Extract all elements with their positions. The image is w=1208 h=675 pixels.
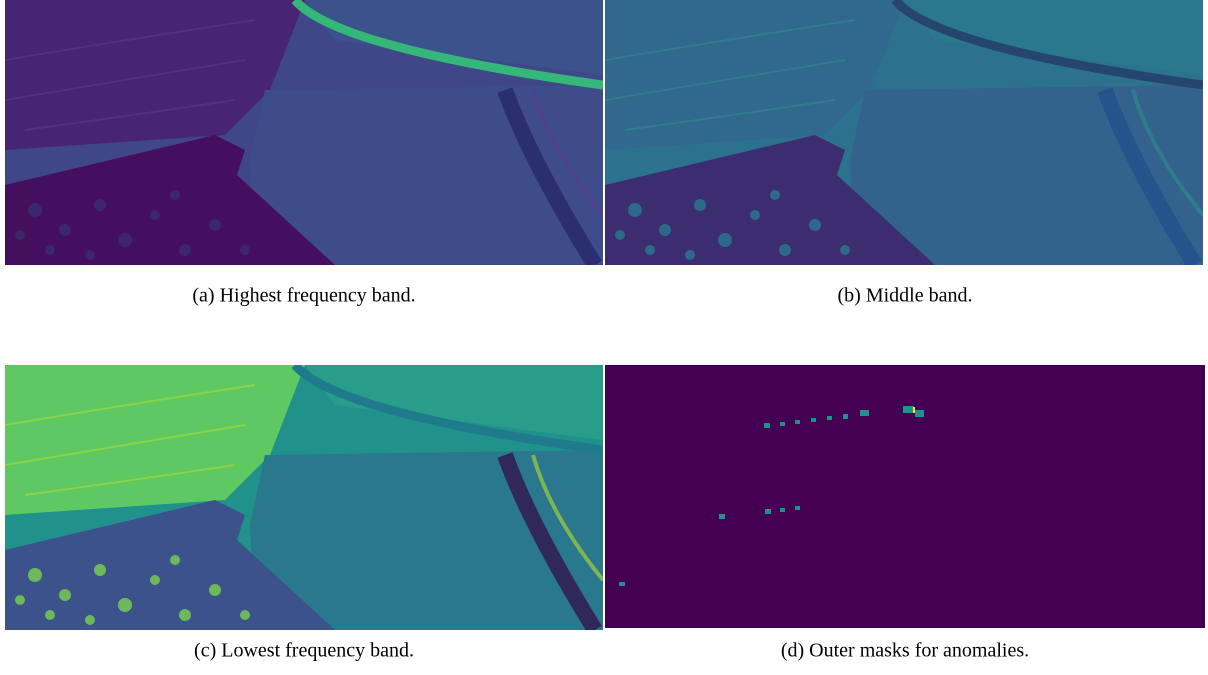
image-d — [605, 365, 1205, 628]
panel-c — [5, 365, 603, 630]
image-a — [5, 0, 603, 265]
image-b — [605, 0, 1203, 265]
caption: (b) Middle band. — [838, 285, 973, 307]
caption: (c) Lowest frequency band. — [194, 640, 414, 662]
caption: (d) Outer masks for anomalies. — [781, 640, 1029, 662]
panel-b — [605, 0, 1203, 265]
caption: (a) Highest frequency band. — [192, 285, 415, 307]
figure: (a) Highest frequency band. (b) Middle b… — [0, 0, 1208, 675]
image-c — [5, 365, 603, 630]
panel-d — [605, 365, 1205, 628]
panel-a — [5, 0, 603, 265]
